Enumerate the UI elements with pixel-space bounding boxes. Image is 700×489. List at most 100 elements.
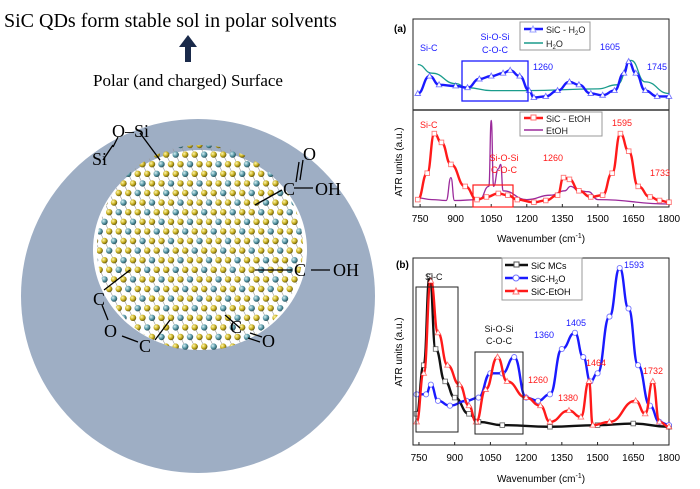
lattice-atom: [134, 305, 141, 312]
panel-b-xlabel: Wavenumber (cm-1): [497, 473, 585, 485]
lattice-atom: [139, 199, 146, 206]
lattice-atom: [224, 257, 232, 264]
lattice-atom: [201, 189, 208, 197]
x-tick-label: 750: [411, 453, 428, 464]
lattice-atom: [201, 305, 208, 312]
ann-a-c-o-c: C-O-C: [482, 45, 508, 55]
lattice-atom: [172, 189, 179, 197]
lattice-atom: [129, 199, 137, 206]
lattice-atom: [144, 324, 151, 331]
data-point-sic-etoh: [448, 161, 454, 168]
ann-b-c-o-c: C-O-C: [486, 336, 512, 346]
lattice-atom: [120, 199, 127, 206]
legend-sic-etoh: SiC - EtOH: [546, 114, 591, 124]
data-point-sic-h2o: [423, 391, 430, 398]
data-point-sic-etoh: [576, 188, 582, 194]
panel-a-ylabel: ATR units (a.u.): [394, 127, 405, 196]
panel-b-label: (b): [396, 260, 409, 271]
legend-a-top: SiC - H2O H2O: [519, 21, 591, 51]
lattice-atom: [281, 276, 289, 283]
lattice-atom: [229, 228, 236, 235]
lattice-atom: [243, 276, 251, 283]
lattice-atom: [97, 247, 103, 254]
lattice-atom: [234, 333, 241, 341]
lattice-atom: [300, 237, 303, 245]
lattice-atom: [186, 295, 194, 302]
lattice-atom: [258, 247, 265, 254]
lattice-atom: [153, 285, 160, 293]
lattice-atom: [253, 295, 260, 302]
lattice-atom: [153, 189, 160, 197]
data-point-sic-etoh: [625, 148, 632, 154]
lattice-atom: [234, 237, 241, 245]
lattice-atom: [196, 333, 203, 341]
lattice-atom: [215, 237, 222, 245]
lattice-atom: [205, 333, 213, 341]
lattice-atom: [191, 209, 198, 216]
lattice-atom: [158, 161, 165, 168]
lattice-atom: [106, 266, 113, 273]
lattice-atom: [177, 257, 184, 264]
lattice-atom: [215, 314, 222, 321]
lattice-atom: [210, 151, 217, 158]
ann-b-si-o-si: Si-O-Si: [485, 324, 514, 334]
legend-sic-mcs: SiC MCs: [531, 261, 567, 271]
lattice-atom: [153, 266, 160, 273]
data-point-sic-etoh: [495, 190, 502, 197]
lattice-atom: [120, 180, 127, 187]
lattice-atom: [129, 295, 137, 302]
label-o-ether: O: [104, 321, 117, 341]
lattice-atom: [210, 343, 217, 350]
lattice-atom: [144, 228, 151, 235]
data-point-sic-etoh: [536, 401, 544, 409]
lattice-atom: [115, 266, 122, 273]
lattice-atom: [110, 295, 118, 302]
data-point-sic-etoh: [542, 197, 549, 204]
lattice-atom: [163, 228, 170, 235]
lattice-atom: [144, 170, 151, 177]
lattice-atom: [172, 266, 179, 273]
lattice-atom: [167, 295, 175, 302]
ann-b-1405: 1405: [566, 318, 586, 328]
lattice-atom: [186, 276, 194, 283]
lattice-atom: [153, 324, 160, 331]
lattice-atom: [134, 285, 141, 293]
ann-b-si-c: Si-C: [425, 272, 443, 282]
lattice-atom: [220, 324, 227, 331]
bonds: [101, 132, 330, 343]
data-point-sic-etoh: [546, 417, 554, 425]
lattice-atom: [134, 266, 141, 273]
data-point-sic-etoh: [666, 199, 672, 205]
data-point-sic-h2o: [452, 82, 460, 89]
ann-a-etoh-si-o-si: Si-O-Si: [490, 153, 519, 163]
data-point-sic-h2o: [625, 57, 633, 65]
x-tick-label: 1350: [551, 214, 574, 225]
lattice-atom: [201, 247, 208, 254]
lattice-atom: [167, 199, 175, 206]
lattice-atom: [196, 161, 203, 168]
x-tick-label: 1800: [658, 214, 681, 225]
surface-label: Polar (and charged) Surface: [93, 71, 283, 90]
data-point-sic-h2o: [620, 69, 628, 76]
data-point-sic-etoh: [655, 417, 664, 425]
lattice-atom: [224, 199, 232, 206]
data-point-sic-etoh: [462, 183, 468, 190]
lattice-atom: [205, 295, 213, 302]
lattice-atom: [139, 276, 146, 283]
data-point-sic-h2o: [554, 86, 562, 94]
data-point-sic-etoh: [443, 361, 452, 368]
x-tick-label: 1500: [586, 453, 609, 464]
lattice-atom: [163, 247, 170, 254]
label-o-si: O–Si: [112, 121, 149, 141]
lattice-atom: [291, 276, 298, 283]
lattice-atom: [243, 295, 251, 302]
data-point-sic-h2o: [587, 89, 595, 96]
lattice-atom: [191, 247, 198, 254]
lattice-atom: [243, 257, 251, 264]
lattice-atom: [144, 305, 151, 312]
legend-sic-h2o: SiC - H2O: [546, 25, 585, 37]
lattice-atom: [267, 247, 274, 254]
lattice-atom: [158, 276, 165, 283]
lattice-atom: [144, 285, 151, 293]
lattice-atom: [272, 257, 279, 264]
